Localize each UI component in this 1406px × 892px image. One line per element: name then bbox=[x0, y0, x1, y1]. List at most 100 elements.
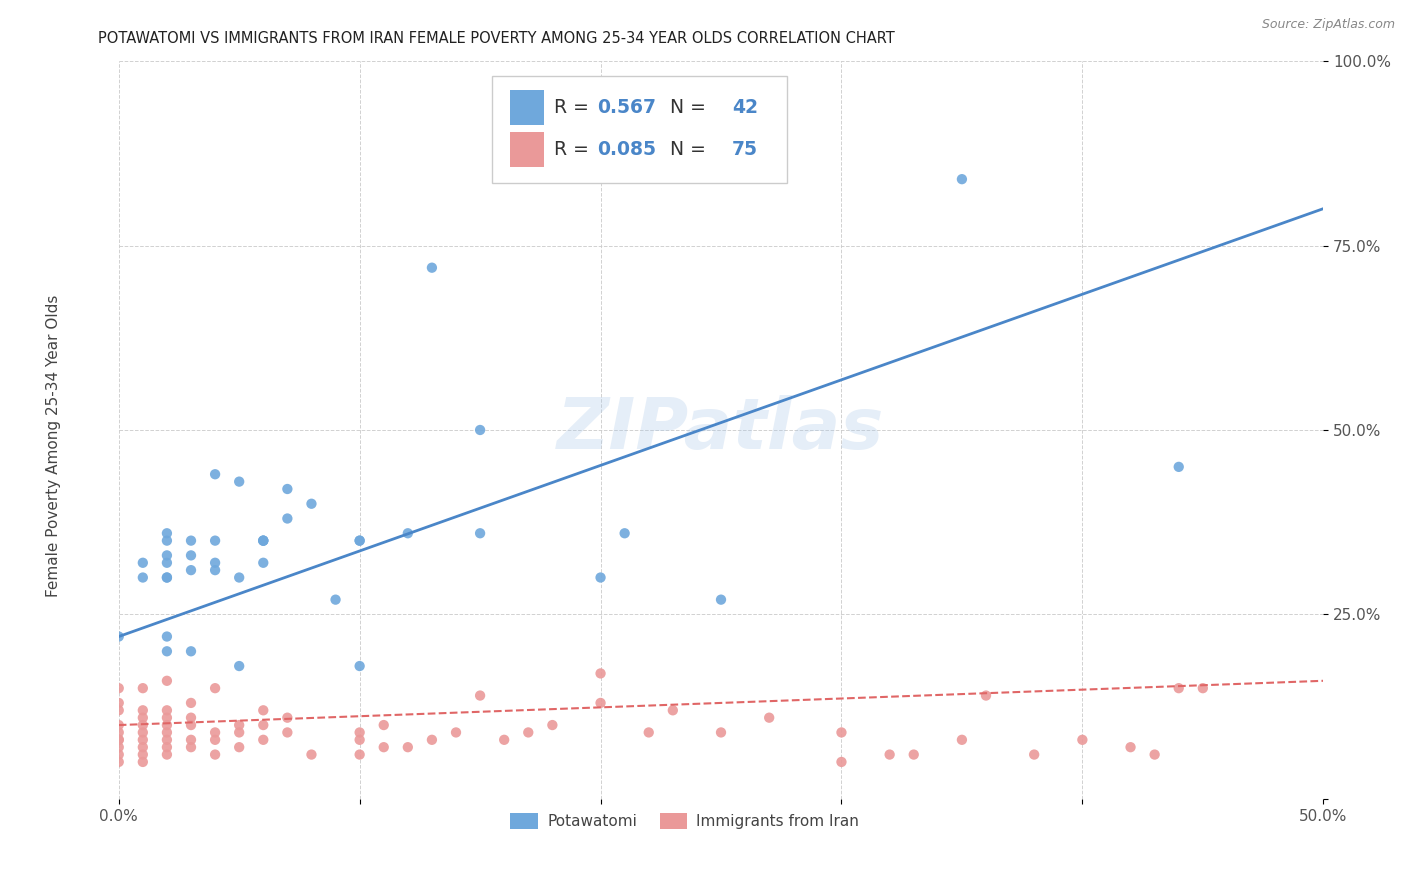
Point bbox=[156, 630, 179, 644]
Point bbox=[156, 718, 179, 732]
Point bbox=[107, 703, 129, 717]
Point bbox=[180, 533, 202, 548]
Point bbox=[107, 718, 129, 732]
Point bbox=[252, 533, 274, 548]
Point bbox=[349, 659, 371, 673]
Text: Female Poverty Among 25-34 Year Olds: Female Poverty Among 25-34 Year Olds bbox=[46, 295, 60, 597]
Point bbox=[180, 718, 202, 732]
Point bbox=[156, 740, 179, 755]
Point bbox=[156, 570, 179, 584]
Point bbox=[420, 732, 443, 747]
Point bbox=[132, 711, 155, 725]
Point bbox=[1119, 740, 1142, 755]
Point bbox=[349, 533, 371, 548]
Point bbox=[444, 725, 467, 739]
Point bbox=[276, 711, 298, 725]
Legend: Potawatomi, Immigrants from Iran: Potawatomi, Immigrants from Iran bbox=[505, 807, 866, 836]
Text: N =: N = bbox=[652, 98, 713, 117]
Point bbox=[228, 475, 250, 489]
Point bbox=[156, 732, 179, 747]
Point bbox=[156, 673, 179, 688]
Point bbox=[1071, 732, 1094, 747]
Bar bbox=[510, 90, 544, 125]
Point bbox=[156, 644, 179, 658]
Point bbox=[1143, 747, 1166, 762]
Point bbox=[349, 747, 371, 762]
Point bbox=[156, 725, 179, 739]
Point bbox=[204, 732, 226, 747]
Point bbox=[204, 533, 226, 548]
Point bbox=[228, 659, 250, 673]
Point bbox=[156, 556, 179, 570]
Point bbox=[107, 630, 129, 644]
Text: 0.085: 0.085 bbox=[598, 140, 657, 159]
Point bbox=[156, 711, 179, 725]
Point bbox=[107, 732, 129, 747]
Point bbox=[662, 703, 685, 717]
Point bbox=[180, 696, 202, 710]
Point bbox=[204, 681, 226, 695]
Point bbox=[974, 689, 997, 703]
Point bbox=[252, 703, 274, 717]
Point bbox=[156, 703, 179, 717]
Text: 75: 75 bbox=[733, 140, 758, 159]
Point bbox=[204, 563, 226, 577]
Point bbox=[1167, 681, 1189, 695]
FancyBboxPatch shape bbox=[492, 76, 787, 183]
Point bbox=[541, 718, 564, 732]
Point bbox=[132, 556, 155, 570]
Point bbox=[903, 747, 925, 762]
Point bbox=[420, 260, 443, 275]
Point bbox=[132, 747, 155, 762]
Point bbox=[156, 533, 179, 548]
Point bbox=[180, 644, 202, 658]
Point bbox=[325, 592, 347, 607]
Point bbox=[276, 725, 298, 739]
Text: N =: N = bbox=[652, 140, 713, 159]
Point bbox=[132, 732, 155, 747]
Point bbox=[156, 549, 179, 563]
Text: R =: R = bbox=[554, 98, 595, 117]
Point bbox=[950, 172, 973, 186]
Point bbox=[301, 747, 323, 762]
Point bbox=[468, 423, 491, 437]
Point bbox=[517, 725, 540, 739]
Point bbox=[228, 718, 250, 732]
Point bbox=[132, 725, 155, 739]
Point bbox=[228, 725, 250, 739]
Point bbox=[468, 689, 491, 703]
Point bbox=[637, 725, 659, 739]
Text: 0.567: 0.567 bbox=[598, 98, 657, 117]
Point bbox=[204, 556, 226, 570]
Text: POTAWATOMI VS IMMIGRANTS FROM IRAN FEMALE POVERTY AMONG 25-34 YEAR OLDS CORRELAT: POTAWATOMI VS IMMIGRANTS FROM IRAN FEMAL… bbox=[98, 31, 896, 46]
Point bbox=[132, 570, 155, 584]
Point bbox=[830, 755, 852, 769]
Text: ZIPatlas: ZIPatlas bbox=[557, 395, 884, 465]
Point bbox=[252, 556, 274, 570]
Point bbox=[132, 681, 155, 695]
Point bbox=[204, 725, 226, 739]
Point bbox=[252, 533, 274, 548]
Point bbox=[396, 740, 419, 755]
Point bbox=[180, 740, 202, 755]
Point bbox=[204, 747, 226, 762]
Point bbox=[132, 755, 155, 769]
Point bbox=[494, 732, 516, 747]
Point bbox=[156, 526, 179, 541]
Bar bbox=[510, 132, 544, 168]
Point bbox=[107, 696, 129, 710]
Point bbox=[107, 681, 129, 695]
Point bbox=[1024, 747, 1046, 762]
Point bbox=[349, 533, 371, 548]
Point bbox=[180, 563, 202, 577]
Text: R =: R = bbox=[554, 140, 595, 159]
Point bbox=[589, 570, 612, 584]
Point bbox=[589, 696, 612, 710]
Point bbox=[879, 747, 901, 762]
Point bbox=[1167, 459, 1189, 474]
Point bbox=[373, 740, 395, 755]
Point bbox=[180, 711, 202, 725]
Point bbox=[396, 526, 419, 541]
Text: 42: 42 bbox=[733, 98, 758, 117]
Point bbox=[710, 592, 733, 607]
